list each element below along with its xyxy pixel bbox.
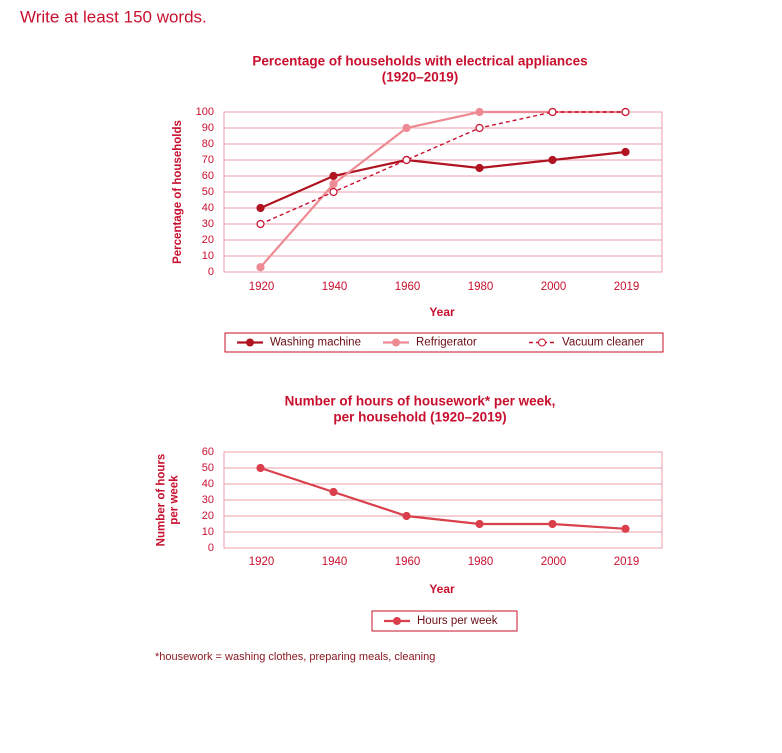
y-tick-label: 10 xyxy=(202,250,214,262)
x-tick-label: 2000 xyxy=(541,281,567,293)
legend-label: Refrigerator xyxy=(416,337,477,349)
data-point xyxy=(621,524,630,533)
footnote: *housework = washing clothes, preparing … xyxy=(155,651,435,663)
legend-marker xyxy=(246,338,254,347)
legend-label: Hours per week xyxy=(417,615,498,627)
data-point xyxy=(475,123,484,133)
y-axis-label: per week xyxy=(169,475,181,525)
x-tick-label: 1940 xyxy=(322,556,348,568)
data-point xyxy=(402,155,411,165)
data-point xyxy=(475,163,484,173)
y-tick-label: 40 xyxy=(202,478,214,490)
y-tick-label: 20 xyxy=(202,234,214,246)
x-tick-label: 2019 xyxy=(614,556,640,568)
data-point xyxy=(621,107,630,117)
data-point xyxy=(475,107,484,117)
legend-marker xyxy=(392,338,400,347)
chart-title: Percentage of households with electrical… xyxy=(252,54,587,69)
y-tick-label: 60 xyxy=(202,170,214,182)
data-point xyxy=(475,519,484,529)
y-axis-label: Number of hours xyxy=(156,454,168,547)
x-tick-label: 1940 xyxy=(322,281,348,293)
data-point xyxy=(256,263,265,272)
y-tick-label: 60 xyxy=(202,446,214,458)
series-line xyxy=(260,466,626,530)
data-point xyxy=(256,219,265,229)
x-axis-label: Year xyxy=(429,305,455,319)
legend-label: Vacuum cleaner xyxy=(562,337,644,349)
y-tick-label: 30 xyxy=(202,218,214,230)
series-line xyxy=(260,150,626,210)
x-tick-label: 1960 xyxy=(395,281,421,293)
y-tick-label: 50 xyxy=(202,462,214,474)
y-tick-label: 20 xyxy=(202,510,214,522)
instruction: Write at least 150 words. xyxy=(20,7,207,26)
chart-title: Number of hours of housework* per week, xyxy=(285,394,556,409)
chart-subtitle: (1920–2019) xyxy=(382,70,459,85)
legend-box xyxy=(224,332,664,353)
data-point xyxy=(548,155,557,165)
data-point xyxy=(329,487,338,497)
y-tick-label: 40 xyxy=(202,202,214,214)
y-tick-label: 70 xyxy=(202,154,214,166)
legend-marker xyxy=(538,338,546,347)
data-point xyxy=(548,107,557,117)
chart-subtitle: per household (1920–2019) xyxy=(333,410,506,425)
data-point xyxy=(329,179,338,189)
series-line xyxy=(259,110,626,268)
x-tick-label: 2019 xyxy=(614,281,640,293)
data-point xyxy=(256,463,265,473)
data-point xyxy=(402,123,411,133)
series-line xyxy=(260,111,626,225)
data-point xyxy=(256,203,265,213)
data-point xyxy=(402,511,411,521)
x-tick-label: 1920 xyxy=(249,556,275,568)
y-tick-label: 50 xyxy=(202,186,214,198)
x-tick-label: 1920 xyxy=(249,281,275,293)
y-tick-label: 0 xyxy=(208,266,214,278)
y-tick-label: 100 xyxy=(196,106,214,118)
y-tick-label: 80 xyxy=(202,138,214,150)
legend-label: Washing machine xyxy=(270,337,361,349)
legend-marker xyxy=(393,617,401,625)
data-point xyxy=(621,147,630,157)
x-tick-label: 1980 xyxy=(468,556,494,568)
data-point xyxy=(329,187,338,197)
y-tick-label: 90 xyxy=(202,122,214,134)
y-axis-label: Percentage of households xyxy=(172,120,184,264)
x-tick-label: 1960 xyxy=(395,556,421,568)
legend-box xyxy=(371,610,518,632)
y-tick-label: 10 xyxy=(202,526,214,538)
data-point xyxy=(329,171,338,181)
x-tick-label: 1980 xyxy=(468,281,494,293)
y-tick-label: 30 xyxy=(202,494,214,506)
y-tick-label: 0 xyxy=(208,542,214,554)
x-tick-label: 2000 xyxy=(541,556,567,568)
data-point xyxy=(548,519,557,529)
x-axis-label: Year xyxy=(429,582,455,596)
